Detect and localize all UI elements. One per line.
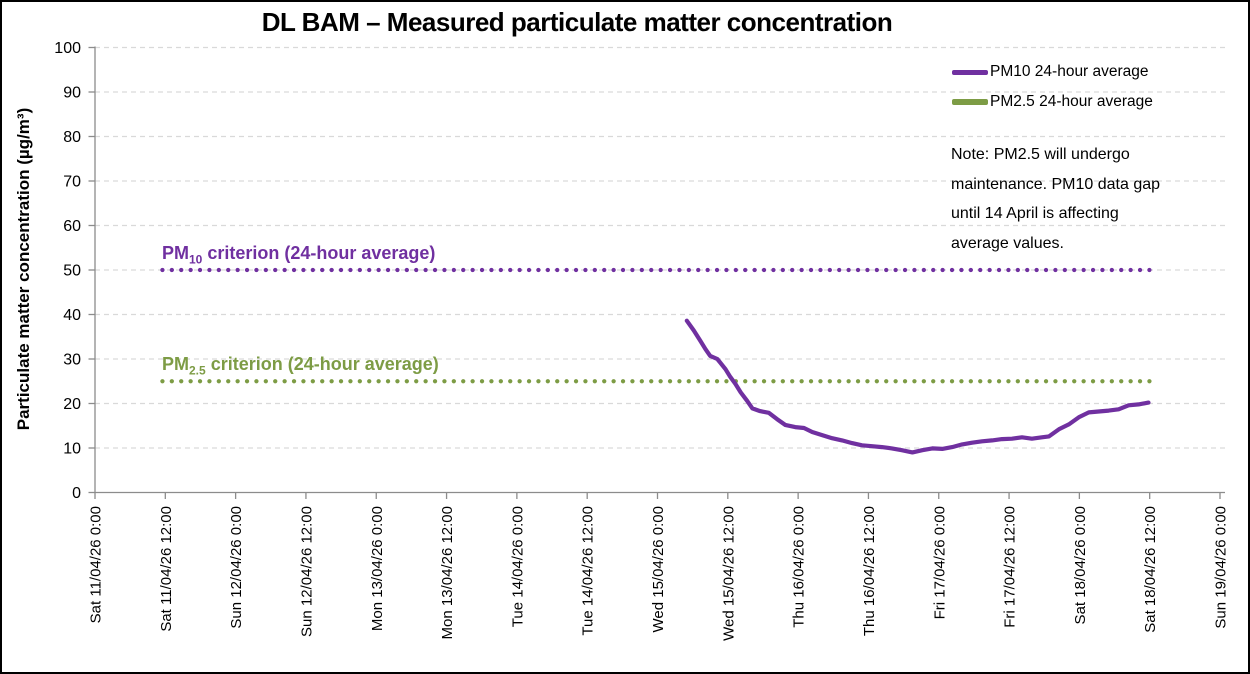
y-tick-label: 30 bbox=[63, 352, 81, 369]
pm10-criterion-prefix: PM bbox=[162, 243, 189, 263]
y-tick-label: 90 bbox=[63, 85, 81, 102]
y-tick-label: 20 bbox=[63, 396, 81, 413]
x-tick-label: Tue 14/04/26 12:00 bbox=[580, 506, 597, 636]
x-tick-label: Sat 11/04/26 12:00 bbox=[158, 506, 175, 632]
chart-title: DL BAM – Measured particulate matter con… bbox=[261, 7, 893, 37]
pm25-legend-label: PM2.5 24-hour average bbox=[990, 93, 1153, 110]
pm25-line-swatch-icon bbox=[952, 99, 988, 105]
y-tick-label: 40 bbox=[63, 307, 81, 324]
legend: PM10 24-hour average PM2.5 24-hour avera… bbox=[952, 57, 1153, 117]
legend-entry-pm25: PM2.5 24-hour average bbox=[952, 87, 1153, 117]
pm10-criterion-rest: criterion (24-hour average) bbox=[202, 243, 436, 263]
legend-entry-pm10: PM10 24-hour average bbox=[952, 57, 1153, 87]
y-tick-label: 80 bbox=[63, 129, 81, 146]
x-tick-label: Tue 14/04/26 0:00 bbox=[509, 506, 526, 627]
x-tick-label: Mon 13/04/26 0:00 bbox=[369, 506, 386, 631]
pm25-criterion-prefix: PM bbox=[162, 354, 189, 374]
pm10-criterion-label: PM10 criterion (24-hour average) bbox=[162, 243, 435, 267]
y-tick-label: 60 bbox=[63, 218, 81, 235]
pm25-criterion-label: PM2.5 criterion (24-hour average) bbox=[162, 354, 439, 378]
x-tick-label: Wed 15/04/26 0:00 bbox=[650, 506, 667, 633]
x-tick-label: Sat 11/04/26 0:00 bbox=[88, 506, 105, 623]
x-tick-label: Mon 13/04/26 12:00 bbox=[439, 506, 456, 639]
x-tick-label: Sat 18/04/26 0:00 bbox=[1072, 506, 1089, 624]
pm10-line-swatch-icon bbox=[952, 69, 988, 75]
x-tick-label: Sun 12/04/26 0:00 bbox=[228, 506, 245, 629]
pm25-criterion-subscript: 2.5 bbox=[189, 363, 206, 378]
y-tick-label: 50 bbox=[63, 263, 81, 280]
pm10-legend-label: PM10 24-hour average bbox=[990, 63, 1149, 80]
x-tick-label: Sat 18/04/26 12:00 bbox=[1142, 506, 1159, 633]
x-tick-label: Wed 15/04/26 12:00 bbox=[720, 506, 737, 641]
pm25-criterion-rest: criterion (24-hour average) bbox=[205, 354, 439, 374]
y-tick-label: 10 bbox=[63, 441, 81, 458]
x-tick-label: Sun 19/04/26 0:00 bbox=[1213, 506, 1230, 629]
x-tick-label: Sun 12/04/26 12:00 bbox=[298, 506, 315, 637]
y-axis-title: Particulate matter concentration (µg/m³) bbox=[14, 107, 33, 431]
y-tick-label: 100 bbox=[54, 40, 81, 57]
y-tick-label: 0 bbox=[72, 485, 81, 502]
x-tick-label: Thu 16/04/26 0:00 bbox=[791, 506, 808, 628]
pm10-criterion-subscript: 10 bbox=[189, 252, 203, 267]
x-tick-label: Fri 17/04/26 12:00 bbox=[1002, 506, 1019, 628]
y-tick-label: 70 bbox=[63, 174, 81, 191]
x-tick-label: Thu 16/04/26 12:00 bbox=[861, 506, 878, 636]
note-text: Note: PM2.5 will undergo maintenance. PM… bbox=[951, 146, 1161, 252]
pm10-series-line bbox=[684, 318, 1151, 455]
x-tick-label: Fri 17/04/26 0:00 bbox=[931, 506, 948, 619]
